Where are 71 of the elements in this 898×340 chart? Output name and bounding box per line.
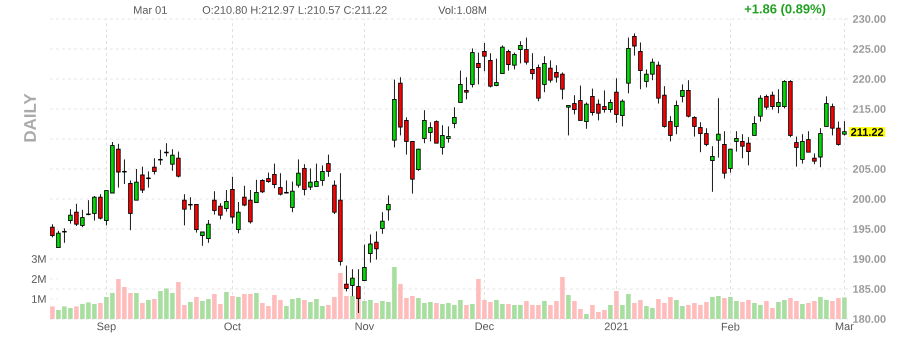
candlestick	[452, 106, 457, 129]
text: O:210.80 H:212.97 L:210.57 C:211.22	[202, 6, 387, 14]
y-tick-label: 185.00	[853, 285, 886, 293]
text: 211.22	[851, 128, 884, 136]
bar	[98, 303, 103, 319]
x-tick-label: Nov	[356, 322, 374, 330]
y-tick-label: 190.00	[853, 255, 886, 263]
bar	[74, 306, 79, 319]
bar	[152, 299, 157, 319]
candlestick	[692, 116, 697, 138]
y-tick-label: 200.00	[852, 195, 886, 203]
candlestick	[710, 146, 715, 192]
y2-tick-label: 2M	[32, 275, 46, 283]
candlestick	[482, 42, 487, 72]
candlestick	[818, 128, 823, 168]
bar	[188, 302, 193, 319]
text: Mar 01	[134, 6, 167, 14]
bar	[608, 305, 613, 319]
candlestick	[812, 152, 817, 165]
bar	[434, 303, 439, 319]
x-tick-label: Sep	[97, 322, 116, 332]
candlestick	[752, 116, 757, 136]
bar	[584, 314, 589, 319]
candlestick	[638, 42, 643, 90]
y-tick-label: 230.00	[852, 15, 886, 23]
y-tick-label: 220.00	[852, 75, 886, 83]
candlestick	[380, 212, 385, 234]
candlestick	[386, 194, 391, 222]
bar	[464, 305, 469, 319]
bar	[254, 293, 259, 319]
x-tick-label: Mar	[836, 322, 854, 330]
candlestick	[716, 98, 721, 158]
bar	[146, 300, 151, 319]
y-tick-label: 215.00	[852, 105, 886, 113]
candlestick	[158, 149, 163, 166]
bar	[374, 303, 379, 319]
bar	[194, 297, 199, 319]
y-tick-label: 180.00	[853, 315, 886, 323]
x-tick-label: Dec	[476, 322, 494, 330]
candlestick	[164, 142, 169, 157]
y-tick-label: 195.00	[853, 225, 886, 233]
y-tick-label: 205.00	[852, 165, 886, 173]
text: +1.86 (0.89%)	[744, 4, 826, 16]
bar	[842, 297, 847, 319]
candlestick	[362, 244, 367, 282]
bar	[134, 293, 139, 319]
y-tick-label: 225.00	[852, 45, 886, 53]
candlestick	[632, 32, 637, 56]
y2-tick-label: 1M	[32, 295, 46, 303]
bar	[506, 304, 511, 319]
text: Vol:1.08M	[438, 6, 486, 14]
bar	[230, 296, 235, 319]
text: DAILY	[24, 94, 36, 142]
bar	[800, 304, 805, 319]
bar	[350, 296, 355, 319]
x-tick-label: Feb	[722, 322, 740, 331]
bar	[722, 298, 727, 319]
bar	[224, 292, 229, 319]
candlestick	[62, 228, 67, 244]
bar	[614, 291, 619, 319]
bar	[50, 306, 55, 319]
bar	[542, 301, 547, 319]
bar	[236, 297, 241, 319]
bar	[140, 303, 145, 319]
bar	[566, 295, 571, 319]
bar	[470, 304, 475, 319]
x-tick-label: Oct	[224, 322, 241, 330]
bar	[302, 300, 307, 319]
x-tick-label: 2021	[604, 322, 628, 330]
candlestick	[152, 158, 157, 175]
y2-tick-label: 3M	[32, 255, 46, 263]
